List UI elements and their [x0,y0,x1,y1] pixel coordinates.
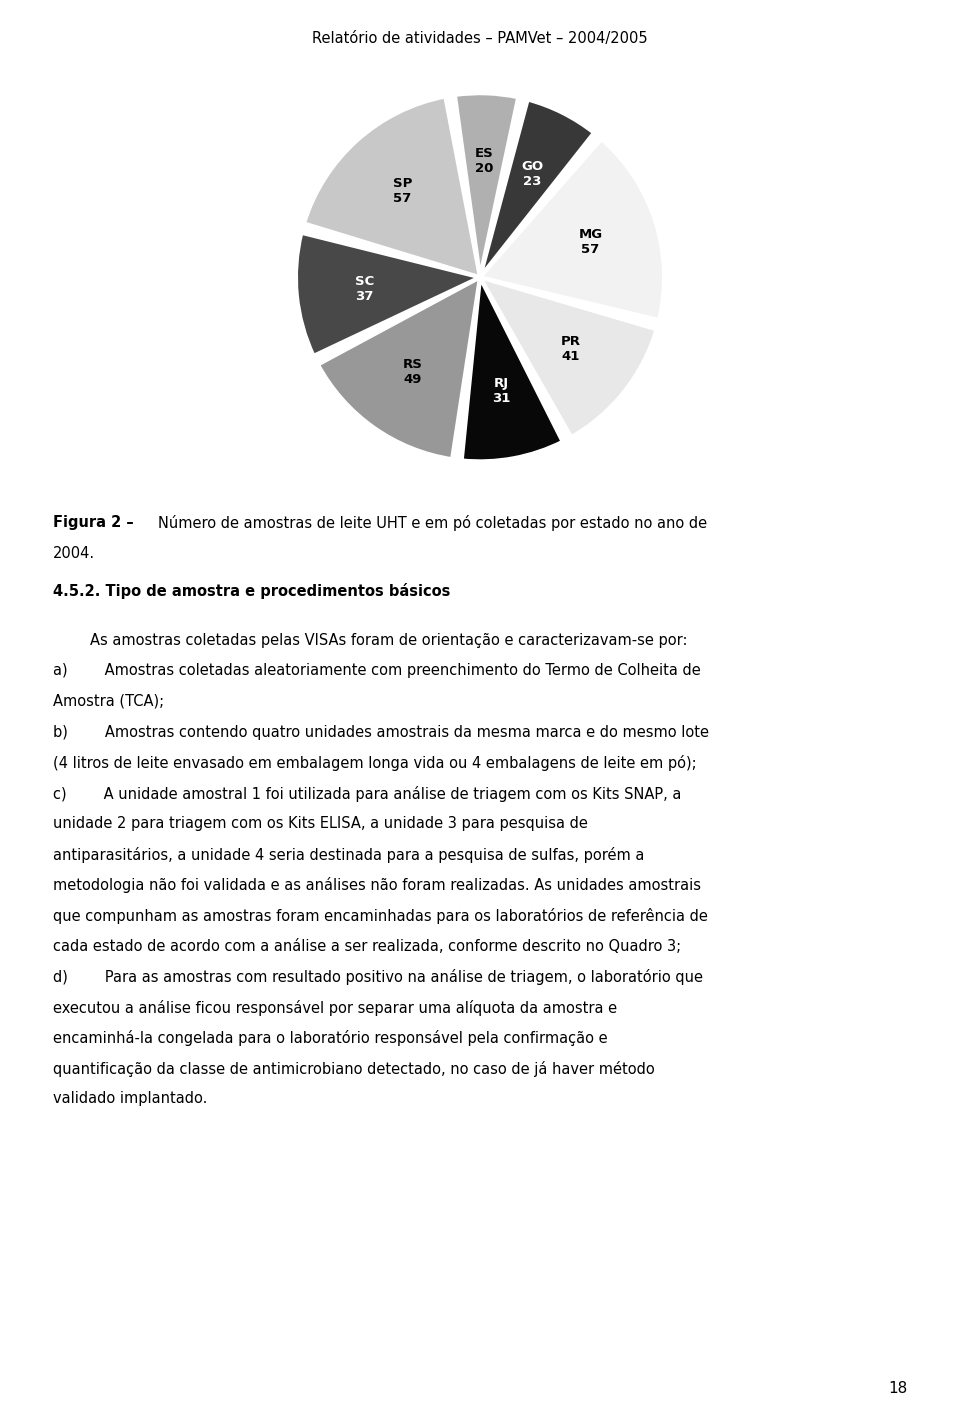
Text: que compunham as amostras foram encaminhadas para os laboratórios de referência : que compunham as amostras foram encaminh… [53,909,708,924]
Text: (4 litros de leite envasado em embalagem longa vida ou 4 embalagens de leite em : (4 litros de leite envasado em embalagem… [53,755,696,771]
Text: 18: 18 [888,1381,907,1396]
Text: Número de amostras de leite UHT e em pó coletadas por estado no ano de: Número de amostras de leite UHT e em pó … [158,515,708,530]
Text: validado implantado.: validado implantado. [53,1092,207,1106]
Wedge shape [296,233,480,356]
Text: Figura 2 –: Figura 2 – [53,515,133,530]
Wedge shape [455,94,518,277]
Text: Amostra (TCA);: Amostra (TCA); [53,694,164,710]
Text: 4.5.2. Tipo de amostra e procedimentos básicos: 4.5.2. Tipo de amostra e procedimentos b… [53,583,450,599]
Text: PR
41: PR 41 [561,336,581,363]
Text: Relatório de atividades – PAMVet – 2004/2005: Relatório de atividades – PAMVet – 2004/… [312,31,648,47]
Wedge shape [304,97,480,277]
Text: antiparasitários, a unidade 4 seria destinada para a pesquisa de sulfas, porém a: antiparasitários, a unidade 4 seria dest… [53,846,644,863]
Text: c)        A unidade amostral 1 foi utilizada para análise de triagem com os Kits: c) A unidade amostral 1 foi utilizada pa… [53,785,682,802]
Text: executou a análise ficou responsável por separar uma alíquota da amostra e: executou a análise ficou responsável por… [53,1000,617,1015]
Wedge shape [480,100,594,277]
Text: quantificação da classe de antimicrobiano detectado, no caso de já haver método: quantificação da classe de antimicrobian… [53,1061,655,1076]
Text: a)        Amostras coletadas aleatoriamente com preenchimento do Termo de Colhei: a) Amostras coletadas aleatoriamente com… [53,663,701,678]
Text: SC
37: SC 37 [355,274,374,303]
Text: ES
20: ES 20 [475,148,493,175]
Text: As amostras coletadas pelas VISAs foram de orientação e caracterizavam-se por:: As amostras coletadas pelas VISAs foram … [53,633,687,648]
Text: SP
57: SP 57 [393,176,412,205]
Text: b)        Amostras contendo quatro unidades amostrais da mesma marca e do mesmo : b) Amostras contendo quatro unidades amo… [53,724,708,739]
Wedge shape [480,277,657,437]
Text: RJ
31: RJ 31 [492,377,511,405]
Wedge shape [462,277,563,461]
Text: metodologia não foi validada e as análises não foram realizadas. As unidades amo: metodologia não foi validada e as anális… [53,877,701,893]
Wedge shape [480,139,664,320]
Text: GO
23: GO 23 [521,159,543,188]
Wedge shape [318,277,480,459]
Text: RS
49: RS 49 [403,358,423,385]
Text: 2004.: 2004. [53,546,95,562]
Text: d)        Para as amostras com resultado positivo na análise de triagem, o labor: d) Para as amostras com resultado positi… [53,970,703,985]
Text: unidade 2 para triagem com os Kits ELISA, a unidade 3 para pesquisa de: unidade 2 para triagem com os Kits ELISA… [53,816,588,832]
Text: cada estado de acordo com a análise a ser realizada, conforme descrito no Quadro: cada estado de acordo com a análise a se… [53,939,681,954]
Text: encaminhá-la congelada para o laboratório responsável pela confirmação e: encaminhá-la congelada para o laboratóri… [53,1031,608,1047]
Text: MG
57: MG 57 [579,228,603,256]
